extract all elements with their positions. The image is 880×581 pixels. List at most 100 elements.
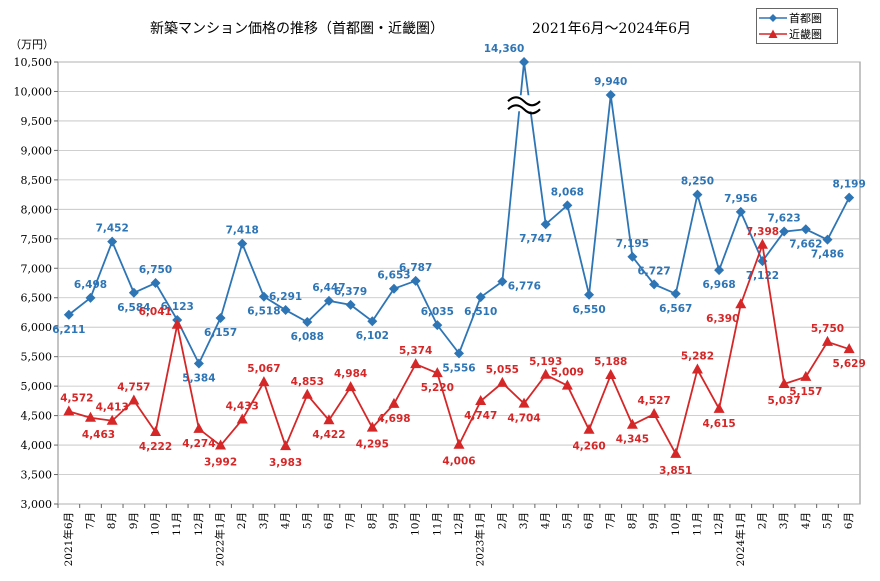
x-tick-label: 10月 [670, 512, 682, 536]
data-label-shutoken: 7,486 [811, 249, 844, 261]
data-label-shutoken: 7,956 [724, 193, 757, 205]
x-tick-label: 4月 [280, 512, 292, 529]
data-label-kinki: 4,615 [702, 418, 735, 430]
data-point-kinki [540, 368, 552, 379]
x-tick-label: 7月 [85, 512, 97, 529]
data-label-kinki: 4,413 [96, 402, 129, 414]
y-tick-label: 9,500 [21, 115, 53, 128]
data-label-kinki: 4,704 [507, 413, 540, 425]
x-tick-label: 6月 [583, 512, 595, 529]
y-tick-label: 10,000 [14, 85, 53, 98]
data-point-shutoken [844, 192, 855, 203]
legend-label-shutoken: 首都圏 [789, 12, 822, 25]
data-point-shutoken [367, 316, 378, 327]
data-point-kinki [106, 414, 118, 425]
data-label-kinki: 7,398 [746, 226, 779, 238]
data-point-shutoken [63, 309, 74, 320]
x-tick-label: 2月 [236, 512, 248, 529]
data-point-kinki [605, 369, 617, 380]
data-point-shutoken [323, 295, 334, 306]
data-label-kinki: 5,188 [594, 356, 627, 368]
data-label-kinki: 4,222 [139, 441, 172, 453]
data-label-shutoken: 6,379 [334, 286, 367, 298]
y-tick-label: 9,000 [21, 144, 53, 157]
data-point-kinki [670, 447, 682, 458]
data-point-shutoken [562, 200, 573, 211]
data-label-shutoken: 5,384 [182, 373, 215, 385]
data-label-shutoken: 6,447 [312, 282, 345, 294]
x-tick-label: 3月 [518, 512, 530, 529]
x-tick-label: 12月 [713, 512, 725, 536]
data-label-kinki: 5,629 [833, 358, 866, 370]
x-tick-label: 5月 [821, 512, 833, 529]
data-label-kinki: 5,193 [529, 356, 562, 368]
data-point-shutoken [150, 278, 161, 288]
data-label-shutoken: 6,787 [399, 262, 432, 274]
x-tick-label: 11月 [431, 512, 443, 536]
data-point-kinki [778, 377, 790, 388]
data-label-kinki: 5,055 [486, 364, 519, 376]
data-label-shutoken: 5,556 [442, 362, 475, 374]
data-label-kinki: 4,295 [356, 439, 389, 451]
data-label-kinki: 4,422 [312, 429, 345, 441]
y-tick-label: 7,000 [21, 262, 53, 275]
data-point-shutoken [497, 276, 508, 287]
data-label-shutoken: 8,068 [551, 186, 584, 198]
data-point-kinki [626, 418, 638, 429]
plot-area [57, 61, 861, 505]
data-point-shutoken [584, 289, 595, 300]
x-tick-label: 7月 [605, 512, 617, 529]
data-label-shutoken: 6,727 [637, 265, 670, 277]
data-point-kinki [843, 343, 855, 354]
x-tick-label: 3月 [778, 512, 790, 529]
x-tick-label: 11月 [171, 512, 183, 536]
data-point-kinki [193, 422, 205, 433]
x-tick-label: 5月 [561, 512, 573, 529]
data-point-kinki [735, 298, 747, 309]
data-label-shutoken: 6,550 [572, 304, 605, 316]
data-point-kinki [366, 421, 378, 432]
x-tick-label: 8月 [106, 512, 118, 529]
x-tick-label: 12月 [193, 512, 205, 536]
data-point-kinki [388, 397, 400, 408]
data-point-kinki [410, 358, 422, 369]
x-tick-label: 11月 [691, 512, 703, 536]
data-point-kinki [301, 388, 313, 399]
y-tick-label: 4,000 [21, 439, 53, 452]
data-label-shutoken: 6,211 [52, 324, 85, 336]
x-tick-label: 4月 [540, 512, 552, 529]
data-label-kinki: 4,433 [226, 401, 259, 413]
data-label-kinki: 5,037 [768, 395, 801, 407]
data-label-kinki: 5,009 [551, 367, 584, 379]
data-point-kinki [800, 370, 812, 381]
data-label-shutoken: 7,747 [519, 233, 552, 245]
data-point-kinki [150, 425, 162, 436]
data-point-kinki [691, 363, 703, 374]
data-point-kinki [756, 238, 768, 249]
axis-break-icon [507, 104, 541, 115]
data-label-shutoken: 6,157 [204, 327, 237, 339]
data-label-shutoken: 8,250 [681, 176, 714, 188]
x-tick-label: 4月 [800, 512, 812, 529]
y-tick-label: 5,000 [21, 380, 53, 393]
data-label-shutoken: 6,498 [74, 279, 107, 291]
data-label-kinki: 4,527 [637, 395, 670, 407]
x-tick-label: 5月 [301, 512, 313, 529]
data-label-kinki: 3,983 [269, 457, 302, 469]
data-label-kinki: 4,274 [182, 438, 215, 450]
data-point-shutoken [128, 287, 139, 298]
data-point-kinki [63, 405, 75, 416]
legend-item-shutoken: 首都圏 [759, 10, 822, 26]
legend-marker-triangle-icon [759, 29, 787, 38]
y-tick-label: 7,500 [21, 233, 53, 246]
y-tick-label: 8,500 [21, 174, 53, 187]
data-label-shutoken: 6,035 [421, 306, 454, 318]
data-label-shutoken: 7,662 [789, 238, 822, 250]
data-label-kinki: 5,374 [399, 345, 432, 357]
data-point-shutoken [280, 305, 291, 316]
x-tick-label: 6月 [323, 512, 335, 529]
data-point-kinki [236, 413, 248, 424]
data-point-kinki [496, 376, 508, 387]
data-label-kinki: 5,220 [421, 382, 454, 394]
